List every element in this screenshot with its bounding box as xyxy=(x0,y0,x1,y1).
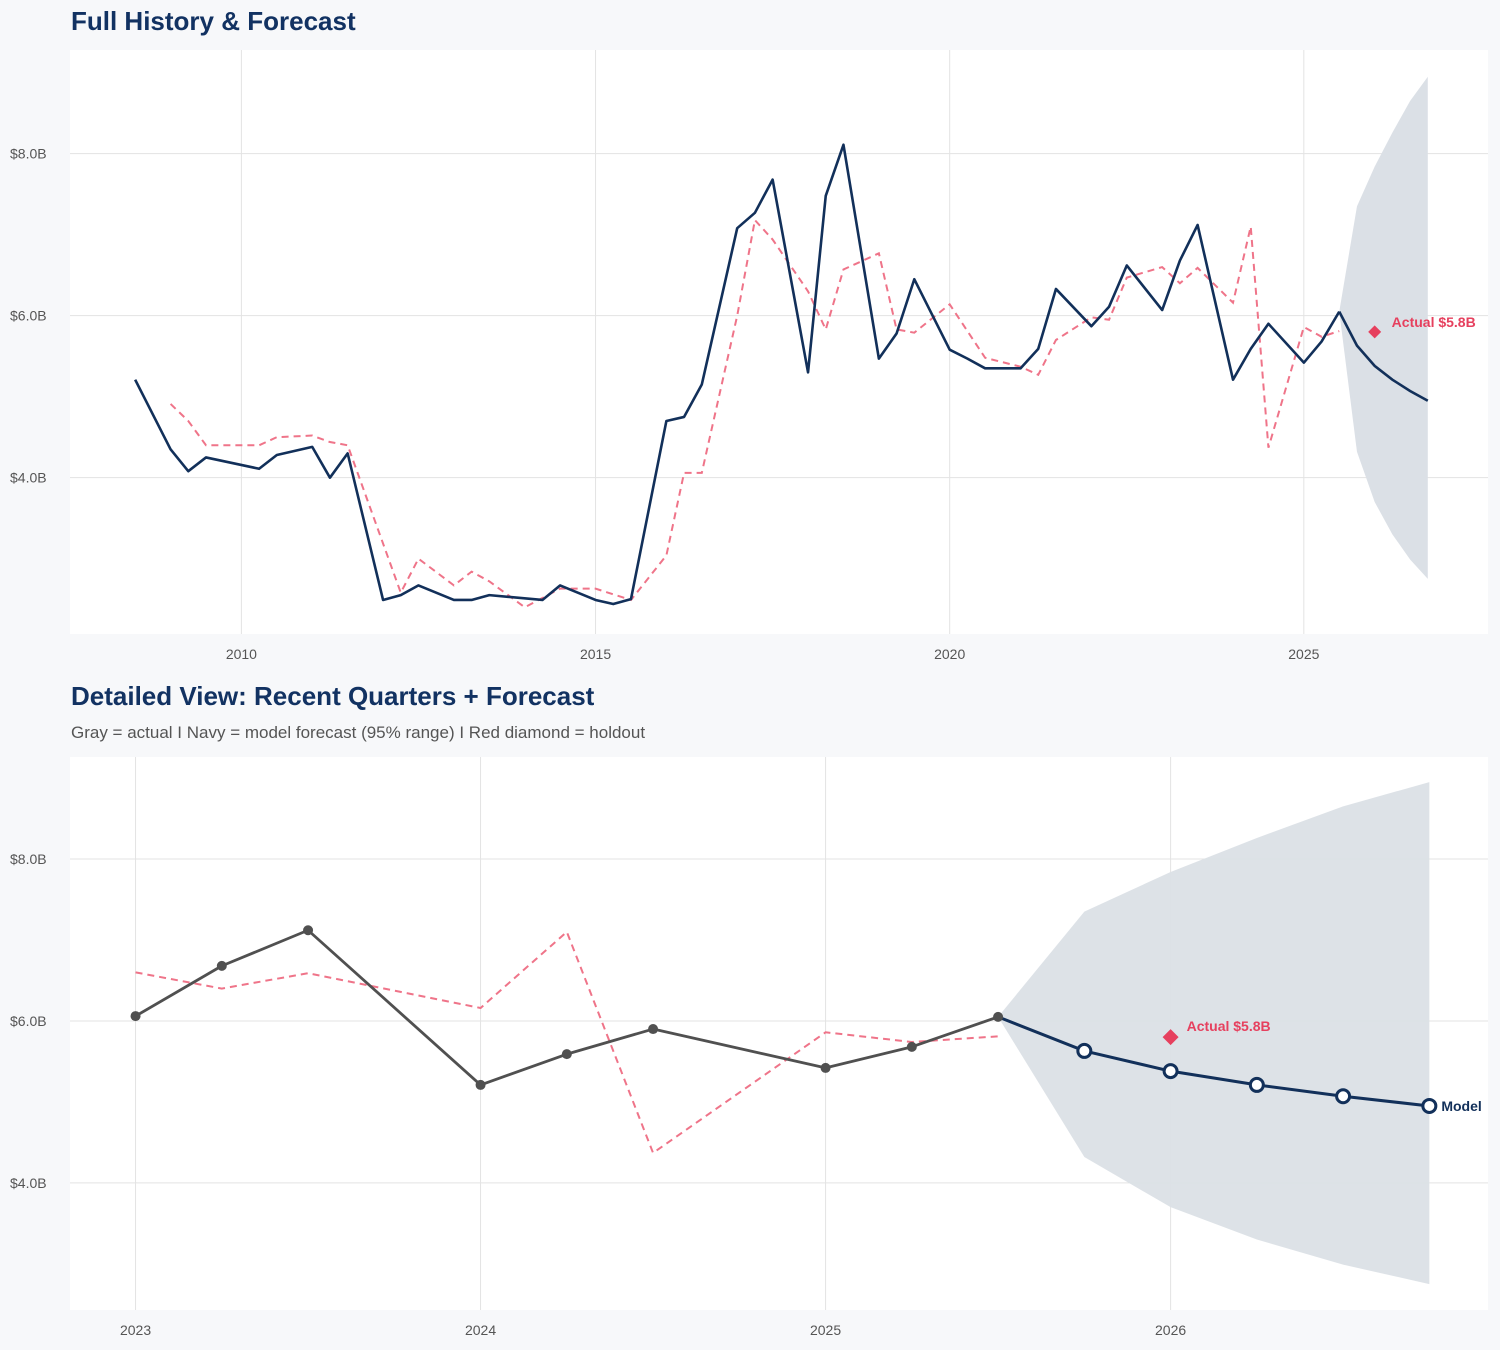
forecast-95-range-band xyxy=(1339,76,1428,579)
holdout-label: Actual $5.8B xyxy=(1187,1018,1271,1034)
actual-point xyxy=(130,1011,141,1022)
forecast-point xyxy=(1248,1076,1265,1093)
actual-point xyxy=(475,1079,486,1090)
forecast-point xyxy=(1076,1042,1093,1059)
x-tick-label: 2025 xyxy=(810,1322,841,1338)
forecast-point xyxy=(1335,1088,1352,1105)
forecast-point xyxy=(1421,1097,1438,1114)
x-tick-label: 2026 xyxy=(1155,1322,1186,1338)
actual-point xyxy=(216,960,227,971)
y-tick-label: $4.0B xyxy=(10,1175,47,1191)
y-tick-label: $8.0B xyxy=(10,146,47,162)
y-tick-label: $6.0B xyxy=(10,1013,47,1029)
holdout-label: Actual $5.8B xyxy=(1392,314,1476,330)
y-tick-label: $6.0B xyxy=(10,308,47,324)
y-tick-label: $8.0B xyxy=(10,851,47,867)
holdout-diamond xyxy=(1368,325,1382,339)
fitted-dashed-line xyxy=(135,930,999,1155)
x-tick-label: 2024 xyxy=(465,1322,496,1338)
fitted-dashed-line xyxy=(169,217,1340,609)
actual-point xyxy=(561,1049,572,1060)
plot-area xyxy=(70,50,1488,634)
x-tick-label: 2015 xyxy=(580,646,611,662)
actual-point xyxy=(993,1011,1004,1022)
forecast-point xyxy=(1162,1063,1179,1080)
top-chart-title: Full History & Forecast xyxy=(71,6,356,36)
bottom-chart-subtitle: Gray = actual I Navy = model forecast (9… xyxy=(71,723,646,742)
y-tick-label: $4.0B xyxy=(10,470,47,486)
model-end-label: Model xyxy=(1441,1098,1481,1114)
forecast-line xyxy=(1338,311,1429,402)
actual-point xyxy=(906,1041,917,1052)
full-history-chart: $4.0B $6.0B $8.0B 2010 2015 2020 2025 Actual $5… xyxy=(10,50,1488,662)
x-tick-label: 2023 xyxy=(120,1322,151,1338)
x-tick-label: 2010 xyxy=(226,646,257,662)
forecast-95-range-band xyxy=(998,782,1430,1285)
actual-line xyxy=(134,143,1341,606)
forecast-line xyxy=(997,1015,1430,1108)
holdout-diamond xyxy=(1162,1029,1179,1046)
actual-point xyxy=(820,1062,831,1073)
x-tick-label: 2025 xyxy=(1288,646,1319,662)
x-tick-label: 2020 xyxy=(934,646,965,662)
actual-point xyxy=(648,1024,659,1035)
bottom-chart-title: Detailed View: Recent Quarters + Forecas… xyxy=(71,681,595,711)
actual-point xyxy=(303,925,314,936)
